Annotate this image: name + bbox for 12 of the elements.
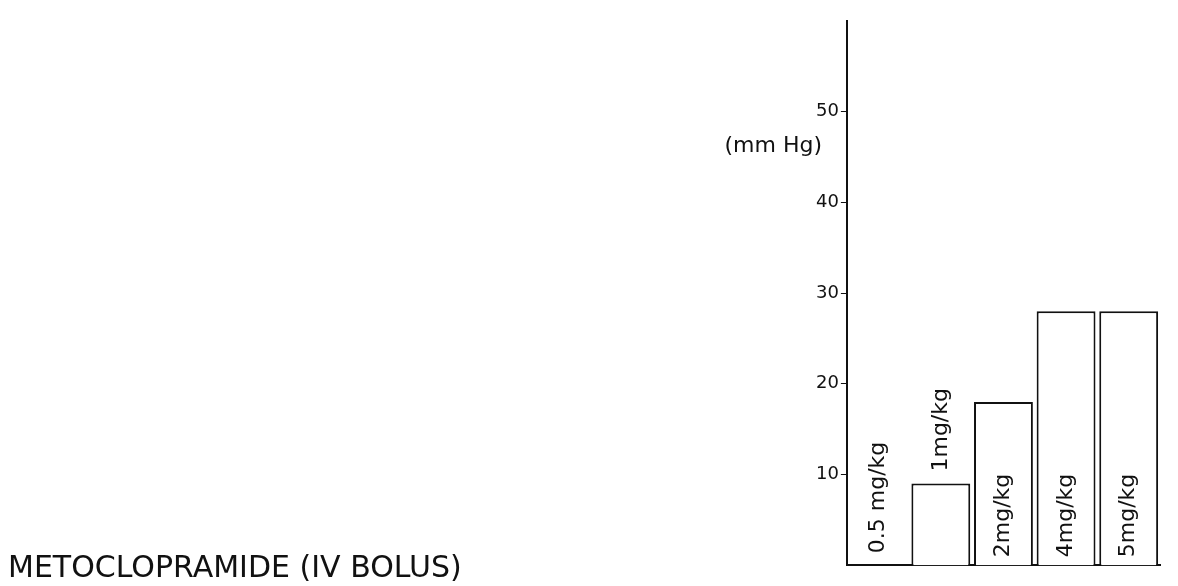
y-tick-label: 20 <box>816 371 839 393</box>
x-tick-label: 4mg/kg <box>1051 473 1077 558</box>
x-tick-label: 1mg/kg <box>926 388 952 472</box>
x-tick-label: 2mg/kg <box>989 473 1015 558</box>
y-tick-label: 50 <box>816 99 839 121</box>
text: METOCLOPRAMIDE (IV BOLUS) <box>8 549 462 584</box>
y-tick-label: 40 <box>816 189 839 211</box>
x-tick-label: 5mg/kg <box>1114 473 1140 558</box>
y-axis-title: (mm Hg) <box>724 132 822 158</box>
x-tick-label: 0.5 mg/kg <box>863 441 889 554</box>
y-tick-label: 30 <box>816 280 839 302</box>
y-tick-label: 10 <box>816 462 839 484</box>
